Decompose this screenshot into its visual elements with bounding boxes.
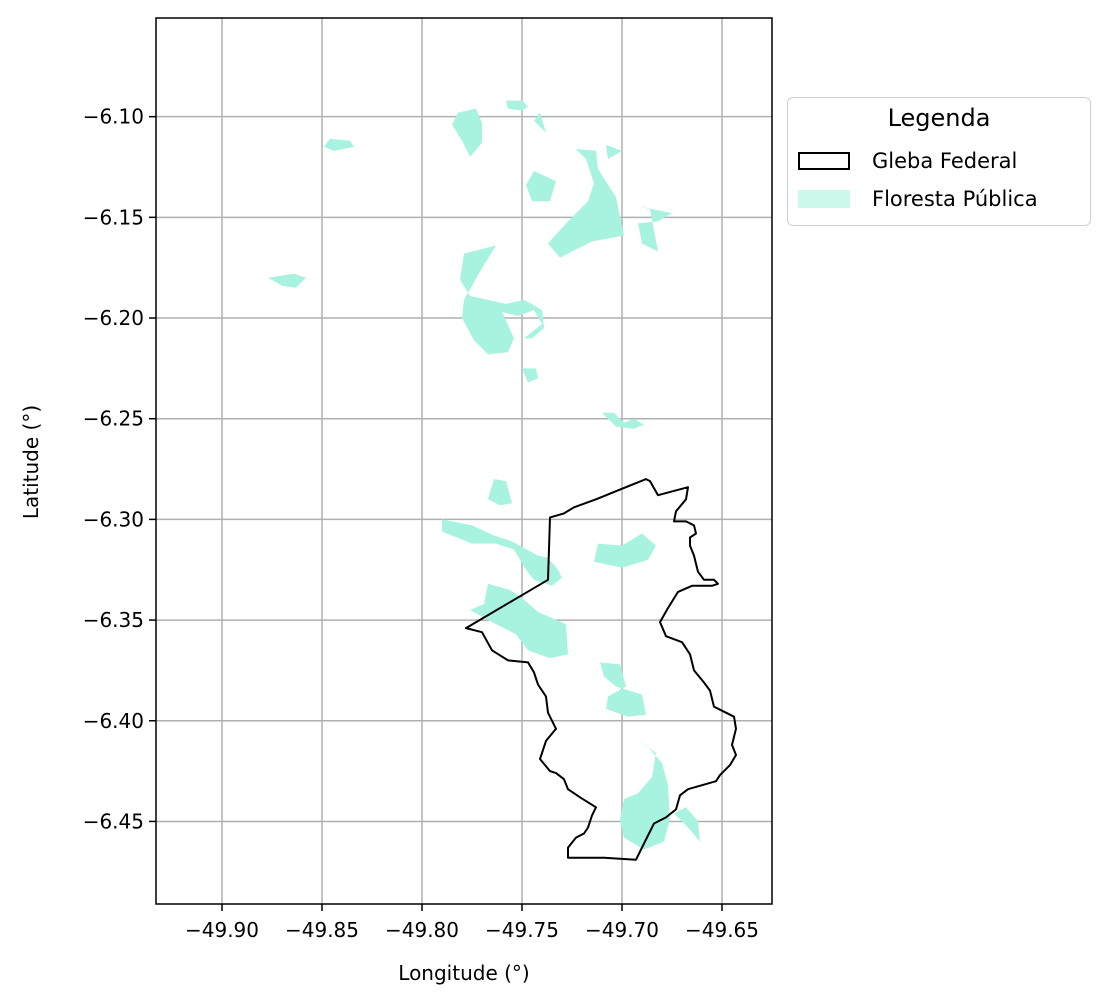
x-tick-label-0: −49.90 [185,918,259,942]
y-tick-label-0: −6.10 [83,105,144,129]
x-tick-label-4: −49.70 [585,918,659,942]
legend-entry-floresta: Floresta Pública [798,184,1038,214]
legend-label-floresta: Floresta Pública [872,187,1038,211]
legend-swatch-floresta [798,190,850,208]
y-tick-label-7: −6.45 [83,809,144,833]
legend-entry-gleba: Gleba Federal [798,146,1017,176]
x-axis-label: Longitude (°) [398,961,529,985]
y-tick-label-6: −6.40 [83,709,144,733]
x-tick-label-3: −49.75 [485,918,559,942]
y-tick-label-4: −6.30 [83,507,144,531]
x-tick-label-5: −49.65 [685,918,759,942]
x-tick-label-1: −49.85 [285,918,359,942]
x-axis-ticks: −49.90 −49.85 −49.80 −49.75 −49.70 −49.65 [185,904,759,942]
legend-title: Legenda [788,104,1090,132]
y-tick-label-1: −6.15 [83,205,144,229]
plot-area-background [156,18,772,904]
y-axis-label: Latitude (°) [19,405,43,519]
y-axis-ticks: −6.10 −6.15 −6.20 −6.25 −6.30 −6.35 −6.40 −6.45 [83,105,156,834]
legend: Legenda Gleba Federal Floresta Pública [787,97,1091,226]
y-tick-label-5: −6.35 [83,608,144,632]
legend-label-gleba: Gleba Federal [872,149,1017,173]
y-tick-label-2: −6.20 [83,306,144,330]
x-tick-label-2: −49.80 [385,918,459,942]
legend-swatch-gleba [798,152,850,170]
y-tick-label-3: −6.25 [83,407,144,431]
